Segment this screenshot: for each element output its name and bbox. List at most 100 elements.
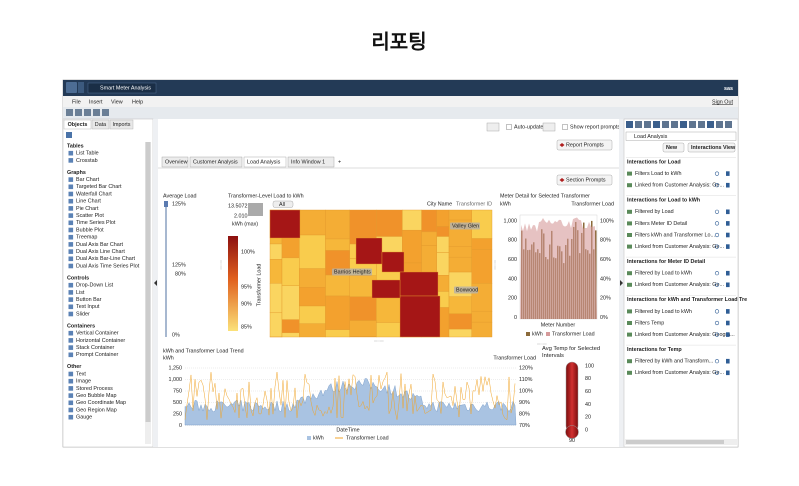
treemap-cell[interactable] — [269, 312, 283, 338]
treemap-cell[interactable] — [299, 323, 326, 338]
treemap-cell[interactable] — [269, 209, 301, 239]
section-tab-label[interactable]: Load Analysis — [247, 160, 281, 166]
object-icon[interactable] — [68, 234, 74, 240]
object-item[interactable]: Crosstab — [76, 158, 98, 164]
treemap-cell[interactable] — [325, 209, 350, 240]
section-tab[interactable] — [243, 156, 287, 168]
delete-icon[interactable] — [726, 332, 730, 337]
treemap-cell[interactable] — [402, 209, 422, 231]
button[interactable] — [556, 139, 613, 151]
object-item[interactable]: Vertical Container — [76, 331, 119, 337]
panel-icon[interactable] — [66, 132, 72, 138]
treemap-cell[interactable] — [471, 321, 493, 338]
all-button[interactable] — [272, 200, 294, 208]
edit-icon[interactable] — [714, 183, 720, 188]
menu-item[interactable]: File — [72, 99, 81, 105]
button-label[interactable]: Report Prompts — [566, 143, 604, 149]
delete-icon[interactable] — [726, 309, 730, 314]
object-icon[interactable] — [68, 297, 74, 302]
treemap-cell[interactable] — [436, 275, 450, 292]
object-item[interactable]: Time Series Plot — [76, 220, 116, 226]
treemap-cell[interactable] — [349, 320, 377, 337]
treemap-cell[interactable] — [436, 226, 450, 237]
object-item[interactable]: Horizontal Container — [76, 338, 125, 344]
panel-tool[interactable] — [626, 121, 633, 128]
object-icon[interactable] — [68, 177, 74, 182]
object-icon[interactable] — [68, 206, 74, 211]
menu-item[interactable]: Help — [132, 99, 143, 105]
edit-icon[interactable] — [714, 271, 720, 276]
panel-tool[interactable] — [689, 121, 696, 128]
panel-tab-label[interactable]: Objects — [68, 122, 88, 128]
button[interactable] — [556, 174, 613, 186]
menu-item[interactable]: View — [111, 99, 123, 105]
delete-icon[interactable] — [726, 358, 730, 364]
section-tab[interactable] — [161, 156, 189, 168]
delete-icon[interactable] — [726, 221, 730, 226]
delete-icon[interactable] — [726, 244, 730, 249]
object-item[interactable]: Text — [76, 371, 86, 377]
treemap-cell[interactable] — [371, 279, 401, 299]
interaction-item[interactable]: Filtered by Load — [635, 209, 674, 215]
treemap-cell[interactable] — [269, 259, 283, 284]
delete-icon[interactable] — [726, 171, 730, 176]
object-icon[interactable] — [68, 191, 74, 197]
object-icon[interactable] — [68, 263, 74, 269]
delete-icon[interactable] — [726, 282, 730, 288]
treemap-cell[interactable] — [448, 209, 472, 221]
treemap-cell[interactable] — [299, 287, 326, 307]
treemap-cell[interactable] — [471, 310, 493, 323]
dropdown[interactable] — [625, 131, 737, 141]
treemap-cell[interactable] — [281, 285, 300, 320]
object-item[interactable]: Button Bar — [76, 297, 102, 303]
edit-icon[interactable] — [714, 221, 720, 226]
button-label[interactable]: Section Prompts — [566, 178, 606, 184]
treemap-cell[interactable] — [436, 209, 450, 227]
edit-icon[interactable] — [714, 359, 720, 364]
object-item[interactable]: Targeted Bar Chart — [76, 184, 122, 190]
report-tab[interactable] — [87, 82, 157, 94]
object-item[interactable]: Dual Axis Line Chart — [76, 249, 125, 255]
object-icon[interactable] — [68, 290, 74, 295]
treemap-cell[interactable] — [349, 296, 377, 321]
treemap-cell[interactable] — [376, 322, 403, 338]
delete-icon[interactable] — [726, 232, 730, 238]
interaction-item[interactable]: Filters Temp — [635, 320, 664, 326]
panel-tool[interactable] — [680, 121, 687, 128]
treemap-cell[interactable] — [471, 249, 493, 284]
collapse-arrow[interactable] — [620, 280, 623, 286]
treemap-cell[interactable] — [448, 256, 472, 273]
interaction-item[interactable]: Linked from Customer Analysis: Ge... — [635, 244, 724, 250]
edit-icon[interactable] — [714, 309, 720, 314]
add-tab[interactable]: + — [338, 159, 341, 165]
checkbox[interactable] — [562, 124, 568, 130]
object-icon[interactable] — [68, 407, 74, 413]
object-icon[interactable] — [68, 400, 74, 406]
interaction-item[interactable]: Linked from Customer Analysis: Ge... — [635, 183, 724, 189]
treemap-cell[interactable] — [281, 257, 300, 286]
object-item[interactable]: Gauge — [76, 415, 92, 421]
object-icon[interactable] — [68, 352, 74, 358]
panel-tool[interactable] — [671, 121, 678, 128]
treemap-cell[interactable] — [299, 234, 326, 269]
object-item[interactable]: Geo Region Map — [76, 407, 117, 413]
edit-icon[interactable] — [714, 232, 720, 238]
collapse-arrow[interactable] — [154, 280, 157, 286]
edit-icon[interactable] — [714, 332, 720, 337]
panel-tab[interactable] — [63, 119, 92, 130]
treemap-cell[interactable] — [376, 209, 403, 237]
treemap-cell[interactable] — [281, 332, 300, 338]
object-icon[interactable] — [68, 282, 74, 288]
treemap-cell[interactable] — [325, 238, 350, 251]
object-item[interactable]: Stored Process — [76, 386, 113, 392]
interaction-item[interactable]: Linked from Customer Analysis: Ge... — [635, 282, 724, 288]
treemap-cell[interactable] — [325, 295, 350, 330]
treemap-cell[interactable] — [448, 246, 472, 258]
toolbar-icon[interactable] — [84, 109, 91, 116]
sign-out[interactable]: Sign Out — [712, 99, 733, 105]
toolbar-icon[interactable] — [66, 109, 73, 116]
treemap-cell[interactable] — [448, 328, 472, 338]
object-item[interactable]: Pie Chart — [76, 206, 99, 212]
object-item[interactable]: Slider — [76, 311, 90, 317]
object-item[interactable]: Geo Bubble Map — [76, 393, 116, 399]
